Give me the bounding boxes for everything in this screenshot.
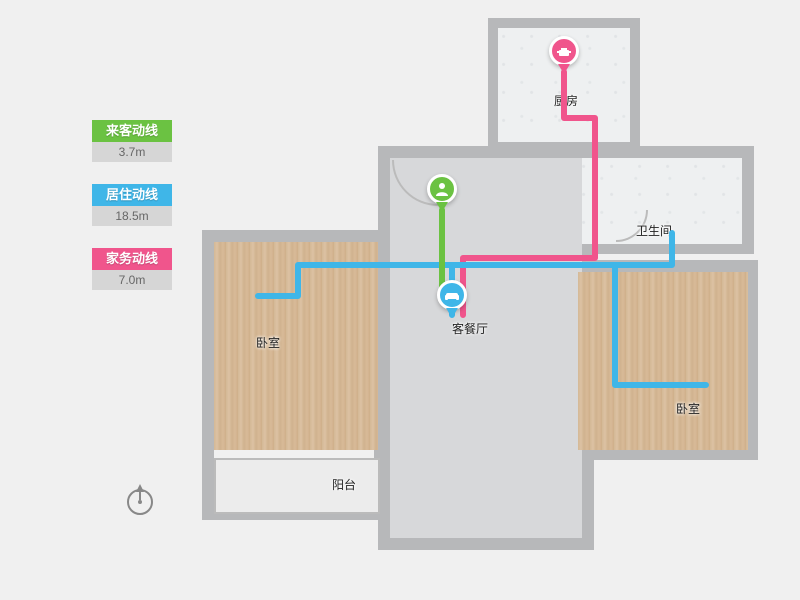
legend-item-guest: 来客动线 3.7m (92, 120, 172, 162)
legend-title-guest: 来客动线 (92, 120, 172, 142)
floorplan-canvas: 厨房 卫生间 卧室 卧室 客餐厅 阳台 (0, 0, 800, 600)
legend-item-living: 居住动线 18.5m (92, 184, 172, 226)
sofa-icon (444, 287, 460, 303)
compass-icon (120, 480, 160, 520)
path-chore (463, 72, 595, 315)
person-icon (434, 181, 450, 197)
pin-chore (549, 36, 579, 76)
pot-icon (556, 43, 572, 59)
legend-val-guest: 3.7m (92, 142, 172, 162)
legend-val-living: 18.5m (92, 206, 172, 226)
legend: 来客动线 3.7m 居住动线 18.5m 家务动线 7.0m (92, 120, 172, 312)
legend-item-chore: 家务动线 7.0m (92, 248, 172, 290)
pin-living (437, 280, 467, 320)
legend-val-chore: 7.0m (92, 270, 172, 290)
pin-guest (427, 174, 457, 214)
legend-title-chore: 家务动线 (92, 248, 172, 270)
legend-title-living: 居住动线 (92, 184, 172, 206)
